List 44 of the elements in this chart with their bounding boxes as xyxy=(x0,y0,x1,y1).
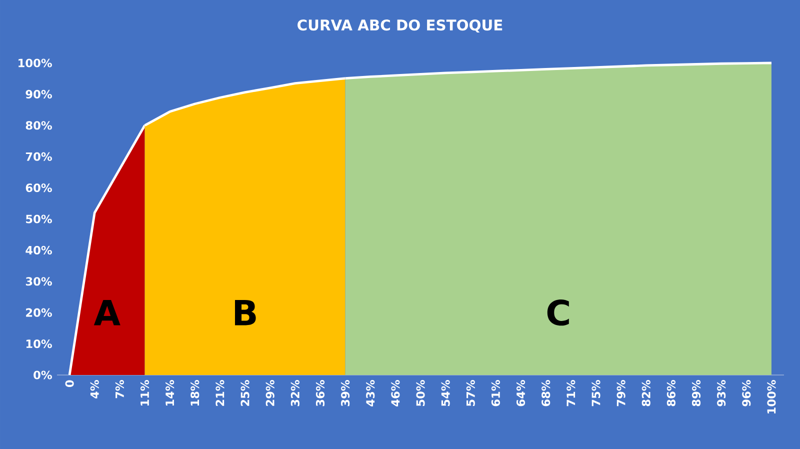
x-tick-label: 100% xyxy=(767,380,776,414)
y-tick-label: 70% xyxy=(26,152,52,161)
x-tick-label: 4% xyxy=(90,380,99,398)
x-tick-label: 0 xyxy=(65,380,74,388)
x-tick-label: 46% xyxy=(391,380,400,406)
series-label: B xyxy=(234,300,256,326)
y-tick-label: 40% xyxy=(26,246,52,254)
x-tick-label: 29% xyxy=(266,380,274,406)
x-tick-label: 61% xyxy=(491,380,500,406)
x-tick-label: 21% xyxy=(216,380,224,406)
x-tick-label: 18% xyxy=(190,380,200,406)
x-tick-label: 82% xyxy=(642,380,650,406)
y-tick-label: 60% xyxy=(26,184,52,192)
x-tick-label: 14% xyxy=(166,380,174,406)
y-tick-label: 10% xyxy=(26,340,52,348)
x-tick-label: 11% xyxy=(140,380,150,406)
series-label: C xyxy=(547,299,569,326)
y-tick-label: 0% xyxy=(34,370,52,380)
x-tick-label: 86% xyxy=(666,380,676,406)
x-tick-label: 93% xyxy=(717,380,726,406)
x-tick-label: 32% xyxy=(290,380,300,406)
series-label: A xyxy=(94,300,120,326)
chart-title: CURVA ABC DO ESTOQUE xyxy=(298,19,502,32)
x-tick-label: 71% xyxy=(566,380,576,406)
x-tick-label: 50% xyxy=(416,380,425,406)
x-tick-label: 54% xyxy=(441,380,450,406)
y-tick-label: 30% xyxy=(26,277,52,286)
y-tick-label: 50% xyxy=(26,214,52,224)
x-tick-label: 39% xyxy=(341,380,350,406)
x-tick-label: 75% xyxy=(592,380,600,406)
y-tick-label: 20% xyxy=(26,308,52,317)
x-tick-label: 96% xyxy=(742,380,751,406)
x-tick-label: 7% xyxy=(115,380,124,398)
x-tick-label: 43% xyxy=(366,380,375,406)
x-tick-label: 79% xyxy=(616,380,626,406)
y-tick-label: 100% xyxy=(18,58,52,68)
x-tick-label: 57% xyxy=(466,380,475,406)
x-tick-label: 64% xyxy=(516,380,526,406)
y-tick-label: 80% xyxy=(26,121,52,130)
x-tick-label: 25% xyxy=(240,380,250,406)
y-tick-label: 90% xyxy=(26,90,52,98)
x-tick-label: 68% xyxy=(542,380,550,406)
x-tick-label: 36% xyxy=(316,380,325,406)
x-tick-label: 89% xyxy=(692,380,701,406)
